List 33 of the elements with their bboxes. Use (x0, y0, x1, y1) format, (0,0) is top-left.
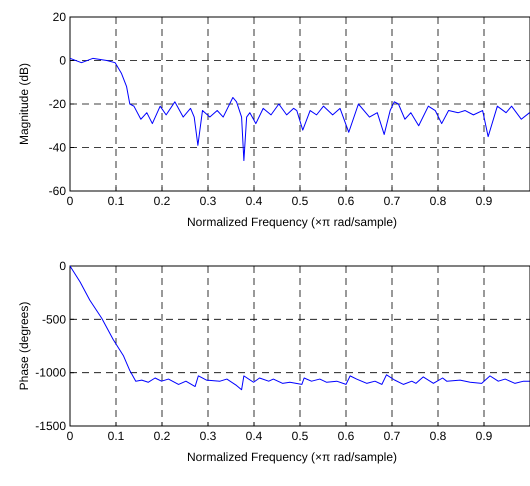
x-tick-label: 0.6 (338, 194, 355, 208)
x-tick-label: 0.5 (292, 194, 309, 208)
x-tick-label: 0.9 (476, 429, 493, 443)
x-tick-label: 0.2 (154, 429, 171, 443)
x-tick-label: 0.5 (292, 429, 309, 443)
x-axis-title: Normalized Frequency (×π rad/sample) (186, 450, 398, 464)
y-tick-label: 0 (59, 54, 66, 68)
x-tick-label: 0.1 (108, 429, 125, 443)
x-tick-label: 0.3 (200, 194, 217, 208)
x-tick-label: 0.1 (108, 194, 125, 208)
x-tick-label: 0.4 (246, 194, 263, 208)
x-tick-label: 0.6 (338, 429, 355, 443)
y-axis-title: Magnitude (dB) (17, 62, 31, 146)
y-tick-label: -40 (48, 140, 66, 154)
line-series (70, 58, 530, 162)
y-tick-label: 0 (59, 259, 66, 273)
x-tick-label: 0.7 (384, 194, 401, 208)
y-tick-label: -20 (48, 97, 66, 111)
y-tick-label: -60 (48, 184, 66, 198)
x-tick-label: 0.4 (246, 429, 263, 443)
y-tick-label: -1000 (35, 366, 66, 380)
x-tick-label: 0.8 (430, 429, 447, 443)
x-tick-label: 0.3 (200, 429, 217, 443)
x-tick-label: 0.9 (476, 194, 493, 208)
y-tick-label: -1500 (35, 419, 66, 433)
y-tick-label: -500 (42, 312, 66, 326)
x-tick-label: 0.8 (430, 194, 447, 208)
y-axis-title: Phase (degrees) (17, 302, 31, 390)
x-axis-title: Normalized Frequency (×π rad/sample) (186, 215, 398, 229)
x-tick-label: 0.7 (384, 429, 401, 443)
line-series (70, 266, 530, 390)
x-tick-label: 0.2 (154, 194, 171, 208)
y-tick-label: 20 (52, 10, 66, 24)
